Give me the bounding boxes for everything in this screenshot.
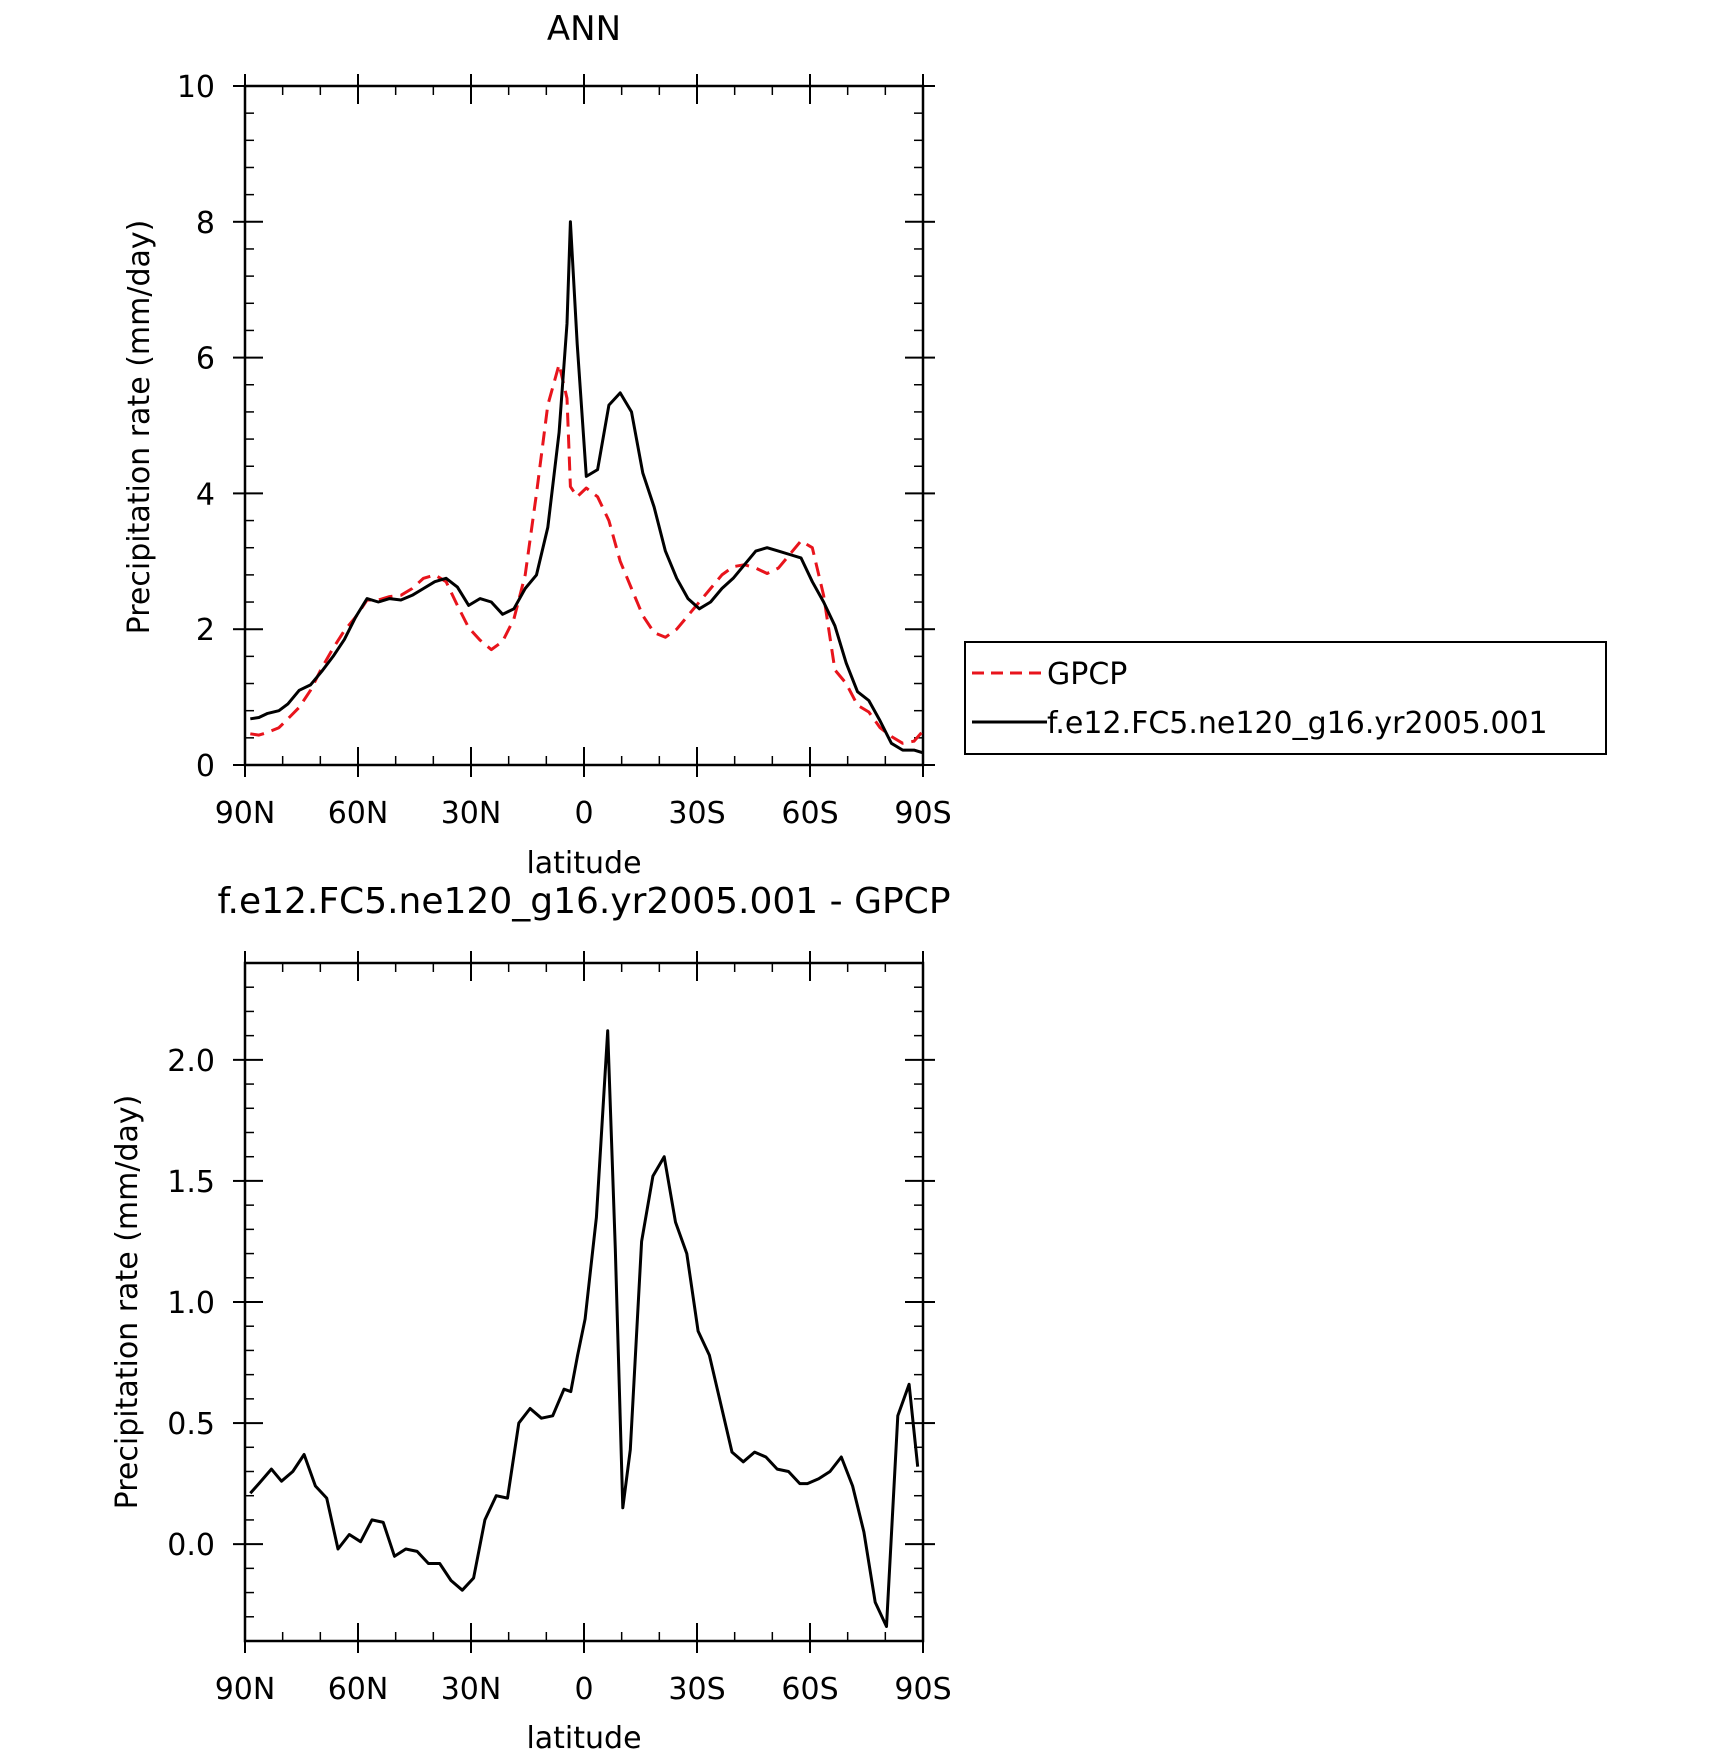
top-x-axis-label: latitude [526, 846, 641, 881]
x-tick-label: 30S [668, 796, 725, 831]
y-tick-label: 0 [196, 749, 215, 784]
y-tick-label: 10 [177, 70, 215, 105]
y-tick-label: 4 [196, 477, 215, 512]
y-tick-label: 6 [196, 342, 215, 377]
x-tick-label: 90S [894, 796, 951, 831]
top-chart-title: ANN [547, 9, 621, 49]
legend-label-gpcp: GPCP [1047, 657, 1127, 692]
x-tick-label: 30S [668, 1672, 725, 1707]
y-tick-label: 1.0 [167, 1286, 215, 1321]
x-tick-label: 60N [328, 796, 389, 831]
y-tick-label: 0.0 [167, 1528, 215, 1563]
x-tick-label: 0 [574, 796, 593, 831]
legend-label-model: f.e12.FC5.ne120_g16.yr2005.001 [1047, 706, 1548, 741]
y-tick-label: 2 [196, 613, 215, 648]
x-tick-label: 90N [215, 1672, 276, 1707]
x-tick-label: 30N [441, 796, 502, 831]
bottom-y-axis-label: Precipitation rate (mm/day) [110, 1095, 145, 1510]
y-tick-label: 8 [196, 206, 215, 241]
top-plot-area: 90N 60N 30N 0 30S 60S 90S 0 2 4 6 8 10 [177, 70, 952, 831]
bottom-plot-area: 90N 60N 30N 0 30S 60S 90S 0.0 0.5 1.0 1.5 2.0 [167, 951, 952, 1707]
x-tick-label: 60N [328, 1672, 389, 1707]
bottom-chart-title: f.e12.FC5.ne120_g16.yr2005.001 - GPCP [217, 881, 950, 922]
x-tick-label: 90S [894, 1672, 951, 1707]
series-line-gpcp [250, 362, 925, 745]
legend-box [964, 641, 1607, 755]
y-tick-label: 1.5 [167, 1165, 215, 1200]
series-line-difference [249, 1029, 920, 1628]
bottom-x-axis-label: latitude [526, 1721, 641, 1756]
x-tick-label: 90N [215, 796, 276, 831]
x-tick-label: 0 [574, 1672, 593, 1707]
x-tick-label: 60S [781, 1672, 838, 1707]
legend: GPCP f.e12.FC5.ne120_g16.yr2005.001 [964, 641, 1607, 755]
y-tick-label: 2.0 [167, 1044, 215, 1079]
y-tick-label: 0.5 [167, 1407, 215, 1442]
x-tick-label: 30N [441, 1672, 502, 1707]
x-tick-label: 60S [781, 796, 838, 831]
series-line-f-e12-fc5-ne120-g16-yr2005-001 [250, 220, 924, 755]
bottom-panel: f.e12.FC5.ne120_g16.yr2005.001 - GPCP 90… [110, 881, 952, 1756]
top-y-axis-label: Precipitation rate (mm/day) [122, 220, 157, 635]
